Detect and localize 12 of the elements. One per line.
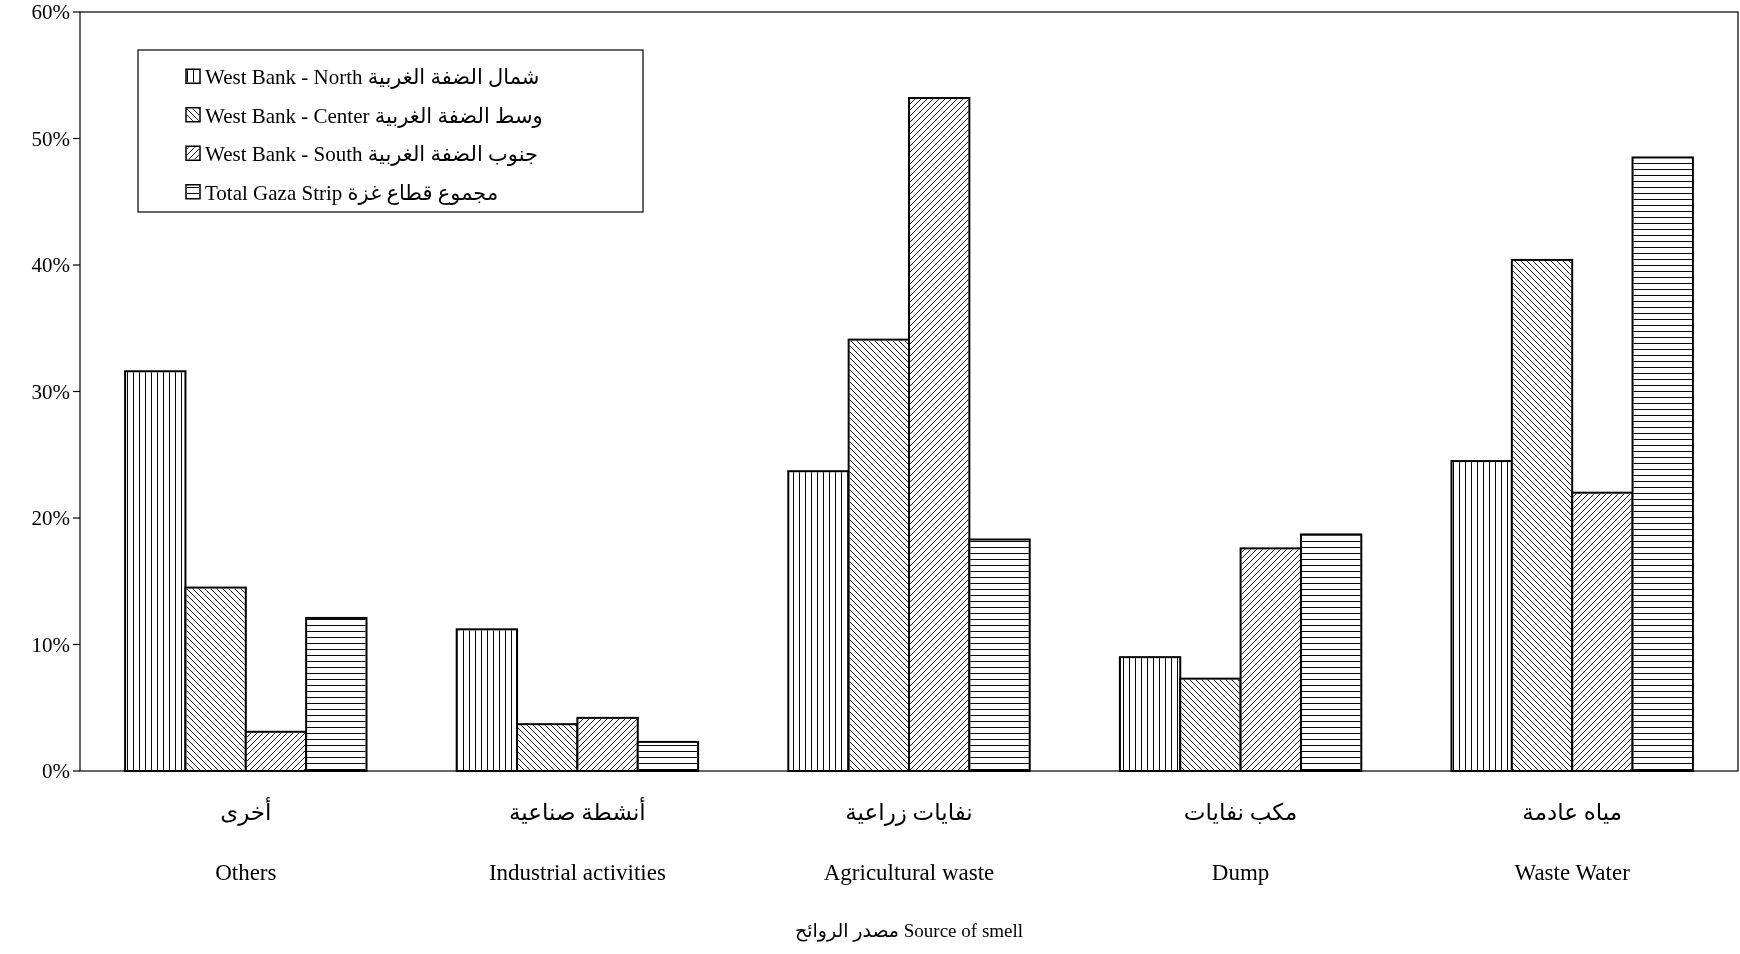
legend-label: West Bank - South جنوب الضفة الغربية: [205, 142, 538, 167]
text: مصدر الروائح Source of smell: [794, 920, 1024, 942]
y-tick-label: 40%: [31, 253, 70, 277]
y-tick-label: 20%: [31, 506, 70, 530]
legend-label: West Bank - Center وسط الضفة الغربية: [205, 103, 543, 128]
y-tick-label: 10%: [31, 632, 70, 657]
y-tick-label: 60%: [31, 0, 70, 24]
y-tick-label: 30%: [31, 379, 70, 404]
y-tick-label: 0%: [42, 759, 70, 783]
legend-label: West Bank - North شمال الضفة الغربية: [205, 65, 540, 90]
y-tick-label: 50%: [31, 126, 70, 151]
legend-label: Total Gaza Strip مجموع قطاع غزة: [205, 180, 499, 205]
